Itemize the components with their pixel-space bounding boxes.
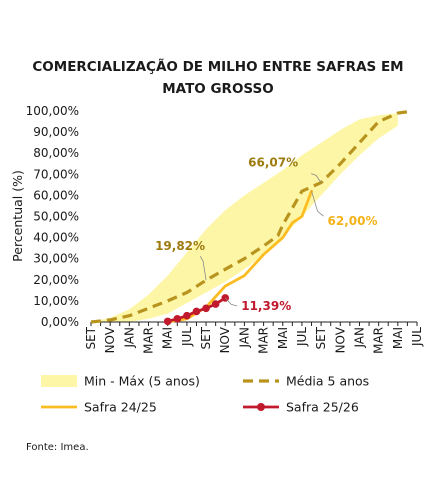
annotation-leader [311, 191, 324, 217]
annotation-leader [199, 255, 207, 281]
min-max-band [91, 113, 398, 322]
x-tick-label: JUL [410, 327, 424, 347]
x-tick-label: NOV [103, 326, 117, 353]
x-tick-label: JUL [295, 327, 309, 347]
y-tick-label: 70,00% [33, 167, 79, 181]
annotation-label: 66,07% [248, 156, 298, 170]
data-point-safra-25-26 [163, 317, 172, 326]
y-tick-label: 80,00% [33, 146, 79, 160]
data-point-safra-25-26 [202, 304, 210, 313]
data-point-safra-25-26 [211, 300, 220, 308]
annotation-label: 62,00% [328, 214, 378, 228]
x-tick-label: MAR [257, 327, 271, 354]
y-tick-label: 20,00% [33, 273, 79, 287]
annotation-leader [310, 173, 322, 183]
y-tick-label: 60,00% [33, 188, 79, 202]
y-tick-label: 90,00% [33, 125, 79, 139]
x-tick-label: MAI [161, 327, 175, 349]
legend-safra-25-26-label: Safra 25/26 [286, 400, 359, 415]
x-tick-label: JAN [122, 327, 136, 349]
y-tick-label: 0,00% [41, 315, 79, 329]
x-tick-label: JUL [180, 327, 194, 347]
chart-title-line-1: COMERCIALIZAÇÃO DE MILHO ENTRE SAFRAS EM [32, 58, 403, 75]
legend-min-max-label: Min - Máx (5 anos) [84, 374, 200, 389]
y-tick-label: 10,00% [33, 294, 79, 308]
x-tick-label: NOV [333, 326, 347, 353]
legend-safra-24-25-label: Safra 24/25 [84, 400, 157, 415]
x-tick-label: NOV [218, 326, 232, 353]
series-line-m-dia-5-anos [90, 110, 408, 324]
x-tick-label: MAR [372, 327, 386, 354]
x-tick-label: MAI [391, 327, 405, 349]
annotation-leader [224, 297, 238, 307]
legend-min-max-swatch [41, 375, 77, 387]
data-point-safra-25-26 [183, 311, 191, 320]
y-tick-label: 40,00% [33, 231, 79, 245]
y-tick-label: 50,00% [33, 210, 79, 224]
x-tick-label: JAN [237, 327, 251, 349]
data-point-safra-25-26 [173, 315, 182, 323]
source-note: Fonte: Imea. [26, 442, 89, 453]
x-tick-label: SET [199, 326, 213, 349]
annotation-label: 11,39% [241, 299, 291, 313]
y-tick-label: 30,00% [33, 252, 79, 266]
y-tick-label: 100,00% [26, 104, 79, 118]
x-tick-label: JAN [353, 327, 367, 349]
x-tick-label: MAR [142, 327, 156, 354]
legend-safra-25-26-marker [257, 403, 265, 411]
data-point-safra-25-26 [192, 307, 201, 316]
legend-media-5-anos-label: Média 5 anos [286, 374, 369, 389]
chart-title-line-2: MATO GROSSO [162, 81, 274, 97]
x-tick-label: SET [84, 326, 98, 349]
annotation-label: 19,82% [155, 239, 205, 253]
y-axis-label: Percentual (%) [10, 170, 25, 262]
x-tick-label: SET [314, 326, 328, 349]
x-tick-label: MAI [276, 327, 290, 349]
